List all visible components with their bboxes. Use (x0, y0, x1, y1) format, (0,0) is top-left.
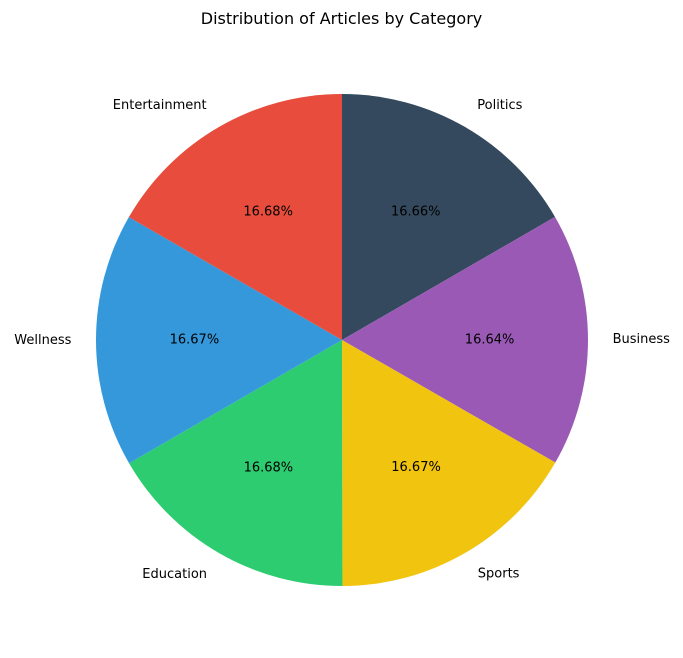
pie-slice-politics (342, 94, 555, 340)
pie-slices (96, 94, 588, 587)
slice-label-sports: Sports (478, 567, 520, 582)
chart-title: Distribution of Articles by Category (201, 9, 482, 28)
pie-slice-sports (342, 340, 556, 586)
slice-percent-education: 16.68% (244, 460, 294, 475)
slice-percent-politics: 16.66% (391, 205, 441, 220)
slice-percent-business: 16.64% (465, 332, 515, 347)
slice-label-politics: Politics (477, 98, 522, 113)
pie-slice-entertainment (128, 94, 342, 340)
slice-percent-wellness: 16.67% (170, 333, 220, 348)
pie-slice-business (342, 216, 588, 463)
slice-label-wellness: Wellness (14, 333, 71, 348)
pie-labels: Politics 16.66% Business 16.64% Sports 16.67%… (14, 98, 670, 582)
slice-label-entertainment: Entertainment (113, 98, 207, 113)
slice-percent-sports: 16.67% (391, 460, 441, 475)
pie-slice-education (129, 340, 343, 587)
slice-label-business: Business (613, 332, 671, 347)
slice-percent-entertainment: 16.68% (243, 205, 293, 220)
pie-slice-wellness (96, 217, 342, 464)
slice-label-education: Education (142, 567, 207, 582)
